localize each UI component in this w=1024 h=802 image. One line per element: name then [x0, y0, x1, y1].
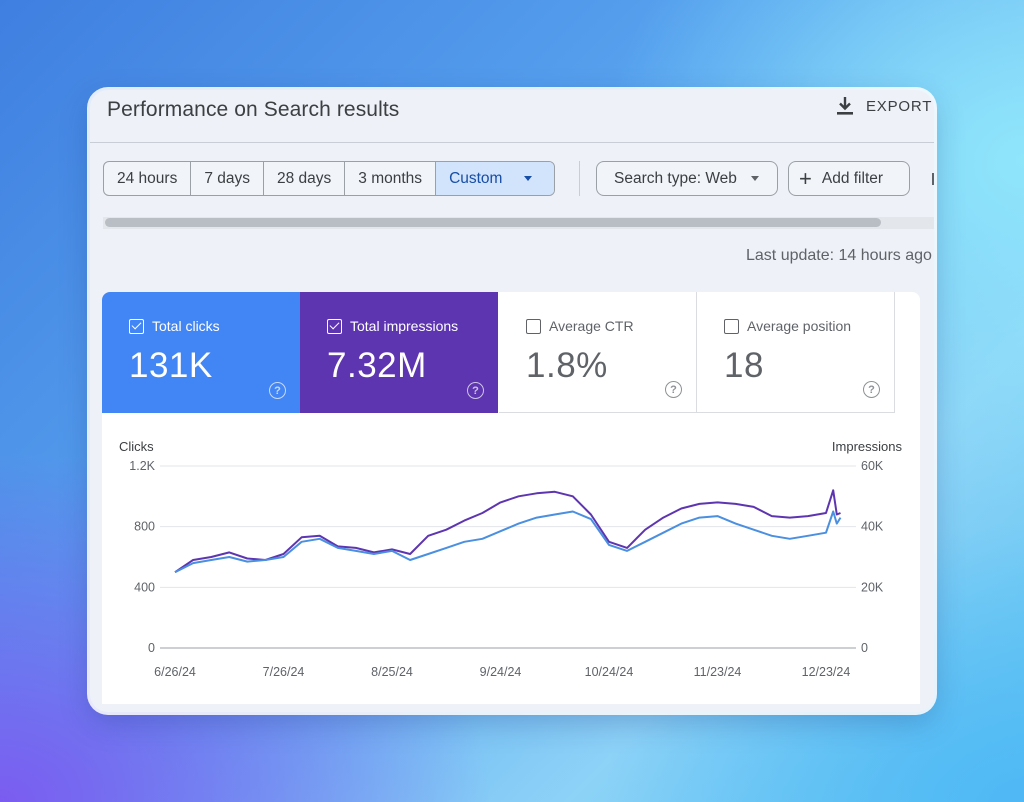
last-update-text: Last update: 14 hours ago [746, 247, 932, 264]
checkbox-unchecked-icon [724, 318, 739, 334]
metric-value: 7.32M [327, 346, 427, 385]
horizontal-scrollbar-thumb[interactable] [105, 218, 881, 227]
y-tick-label: 400 [134, 580, 155, 594]
range-custom[interactable]: Custom [436, 162, 555, 195]
add-filter-label: Add filter [821, 169, 884, 187]
series-line-impressions [174, 489, 841, 574]
y2-axis-title: Impressions [832, 439, 903, 454]
y-tick-label: 0 [148, 641, 155, 655]
metric-card-total-impressions[interactable]: Total impressions 7.32M ? [300, 292, 498, 413]
checkbox-checked-icon [129, 318, 144, 334]
x-tick-label: 7/26/24 [263, 665, 305, 679]
performance-panel: Total clicks 131K ? Total impressions 7.… [102, 292, 920, 704]
y-tick-label: 800 [134, 520, 155, 534]
add-filter-button[interactable]: + Add filter [788, 161, 910, 196]
metric-label: Total clicks [152, 318, 220, 334]
y2-tick-label: 20K [861, 580, 884, 594]
range-custom-label: Custom [449, 169, 503, 187]
search-console-window: Performance on Search results EXPORT 24 … [90, 90, 934, 712]
metric-label: Average position [747, 318, 852, 334]
range-7-days[interactable]: 7 days [191, 162, 264, 195]
help-icon[interactable]: ? [467, 382, 484, 399]
x-tick-label: 8/25/24 [371, 665, 413, 679]
metric-card-average-ctr[interactable]: Average CTR 1.8% ? [499, 292, 697, 413]
download-icon [837, 97, 853, 115]
search-type-dropdown[interactable]: Search type: Web [596, 161, 778, 196]
date-range-selector: 24 hours 7 days 28 days 3 months Custom [103, 161, 556, 196]
y2-tick-label: 40K [861, 520, 884, 534]
help-icon[interactable]: ? [863, 381, 880, 398]
y2-tick-label: 60K [861, 459, 884, 473]
header-divider [90, 142, 934, 143]
metric-value: 131K [129, 346, 213, 385]
range-3-months[interactable]: 3 months [345, 162, 437, 195]
plus-icon: + [799, 165, 812, 191]
x-tick-label: 6/26/24 [154, 665, 196, 679]
x-tick-label: 11/23/24 [694, 665, 742, 679]
metric-label: Total impressions [350, 318, 459, 334]
toolbar-divider [579, 161, 580, 196]
metric-card-average-position[interactable]: Average position 18 ? [697, 292, 895, 413]
page-title: Performance on Search results [107, 98, 400, 121]
metric-label: Average CTR [549, 318, 634, 334]
help-icon[interactable]: ? [269, 382, 286, 399]
export-label: EXPORT [866, 97, 933, 115]
series-line-clicks [174, 510, 842, 574]
y-tick-label: 1.2K [129, 459, 155, 473]
overflow-edge [932, 173, 934, 185]
range-24-hours[interactable]: 24 hours [104, 162, 192, 195]
y2-tick-label: 0 [861, 641, 868, 655]
search-type-label: Search type: Web [614, 169, 737, 187]
x-tick-label: 12/23/24 [802, 665, 851, 679]
checkbox-checked-icon [327, 318, 342, 334]
range-28-days[interactable]: 28 days [264, 162, 346, 195]
metric-card-total-clicks[interactable]: Total clicks 131K ? [102, 292, 300, 413]
y-axis-title: Clicks [119, 439, 154, 454]
performance-chart: 0 0 400 20K 800 40K 1.2K 60K Clicks Impressions 6/… [119, 439, 903, 679]
help-icon[interactable]: ? [665, 381, 682, 398]
dropdown-caret-icon [750, 176, 759, 181]
metric-value: 1.8% [526, 346, 608, 385]
metric-value: 18 [724, 346, 764, 385]
checkbox-unchecked-icon [526, 318, 541, 334]
x-tick-label: 9/24/24 [480, 665, 522, 679]
x-tick-label: 10/24/24 [585, 665, 634, 679]
dropdown-caret-icon [524, 176, 533, 181]
export-button[interactable]: EXPORT [836, 96, 932, 116]
